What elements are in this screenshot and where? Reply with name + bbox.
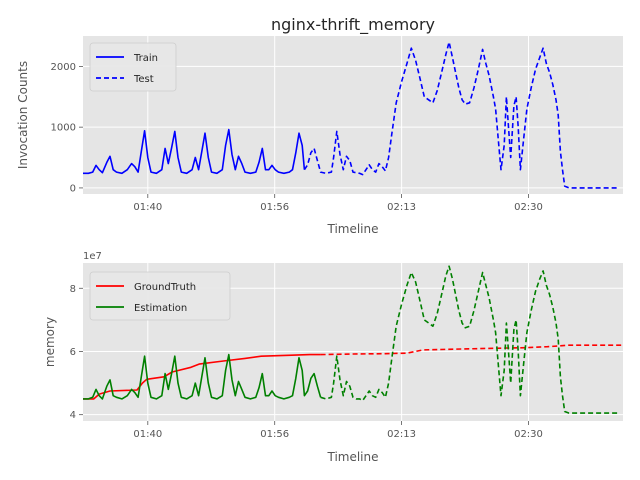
series-line-estimation-solid bbox=[83, 353, 322, 400]
subplot-invocations: 01:40 01:56 02:13 02:30 0 1000 2000 nginx-thri… bbox=[16, 15, 623, 236]
legend-label-groundtruth: GroundTruth bbox=[134, 282, 196, 293]
chart-title: nginx-thrift_memory bbox=[271, 15, 435, 35]
series-group-invocations bbox=[83, 41, 618, 189]
series-group-memory bbox=[83, 265, 623, 414]
ticks-memory: 01:40 01:56 02:13 02:30 4 6 8 bbox=[70, 284, 543, 440]
x-tick-label: 02:30 bbox=[514, 202, 543, 213]
ticks-invocations: 01:40 01:56 02:13 02:30 0 1000 2000 bbox=[51, 62, 543, 213]
x-axis-label-invocations: Timeline bbox=[326, 222, 378, 236]
x-tick-label: 01:56 bbox=[260, 429, 289, 440]
y-axis-label-memory: memory bbox=[43, 317, 57, 367]
x-axis-label-memory: Timeline bbox=[326, 450, 378, 464]
legend-label-test: Test bbox=[133, 74, 154, 85]
subplot-memory: 01:40 01:56 02:13 02:30 4 6 8 1e7 Timeline mem… bbox=[43, 251, 623, 464]
grid-memory bbox=[83, 263, 623, 421]
y-tick-label: 2000 bbox=[51, 62, 76, 73]
series-line-train bbox=[83, 128, 306, 175]
legend-memory: GroundTruth Estimation bbox=[89, 271, 231, 321]
series-line-estimation-dashed bbox=[320, 265, 618, 414]
x-tick-label: 02:13 bbox=[387, 202, 416, 213]
legend-label-estimation: Estimation bbox=[134, 303, 187, 314]
legend-box-invocations bbox=[89, 42, 177, 92]
legend-label-train: Train bbox=[133, 53, 158, 64]
y-tick-label: 4 bbox=[70, 410, 76, 421]
series-line-groundtruth-dashed bbox=[320, 344, 623, 356]
series-line-test bbox=[303, 41, 618, 189]
x-tick-label: 01:40 bbox=[133, 429, 162, 440]
y-tick-label: 1000 bbox=[51, 123, 76, 134]
y-axis-label-invocations: Invocation Counts bbox=[16, 61, 30, 169]
y-tick-label: 6 bbox=[70, 347, 76, 358]
y-tick-label: 0 bbox=[70, 183, 76, 194]
y-scale-label-memory: 1e7 bbox=[83, 251, 102, 262]
legend-box-memory bbox=[89, 271, 231, 321]
legend-invocations: Train Test bbox=[89, 42, 177, 92]
x-tick-label: 01:56 bbox=[260, 202, 289, 213]
x-tick-label: 01:40 bbox=[133, 202, 162, 213]
x-tick-label: 02:30 bbox=[514, 429, 543, 440]
y-tick-label: 8 bbox=[70, 284, 76, 295]
x-tick-label: 02:13 bbox=[387, 429, 416, 440]
